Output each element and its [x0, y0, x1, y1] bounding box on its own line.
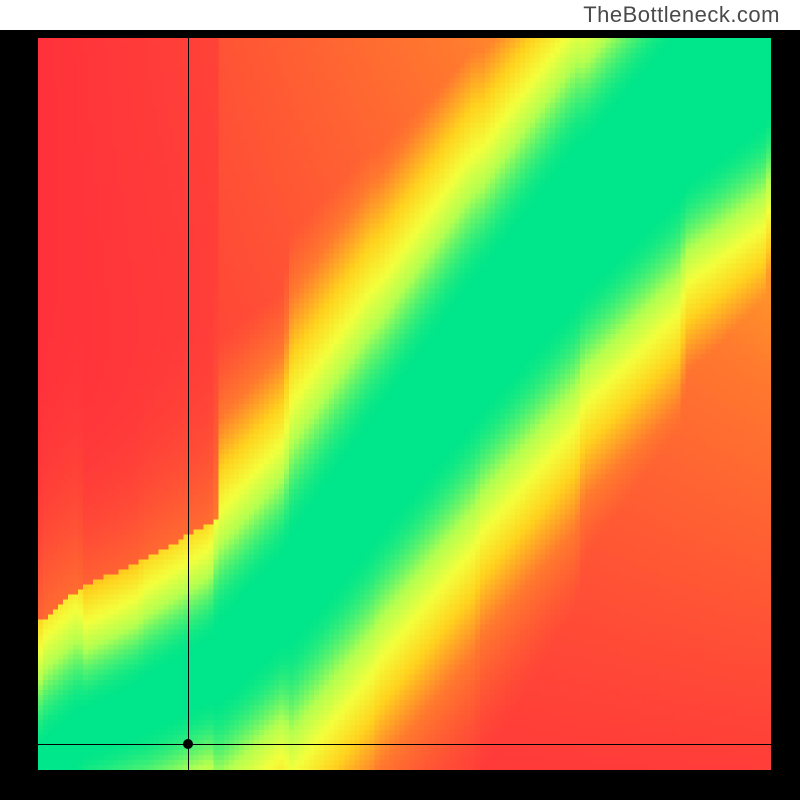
- crosshair-horizontal: [38, 744, 771, 745]
- crosshair-vertical: [188, 38, 189, 770]
- chart-container: TheBottleneck.com: [0, 0, 800, 800]
- watermark-text: TheBottleneck.com: [583, 2, 780, 28]
- heatmap-canvas: [38, 38, 771, 770]
- crosshair-marker-dot: [183, 739, 193, 749]
